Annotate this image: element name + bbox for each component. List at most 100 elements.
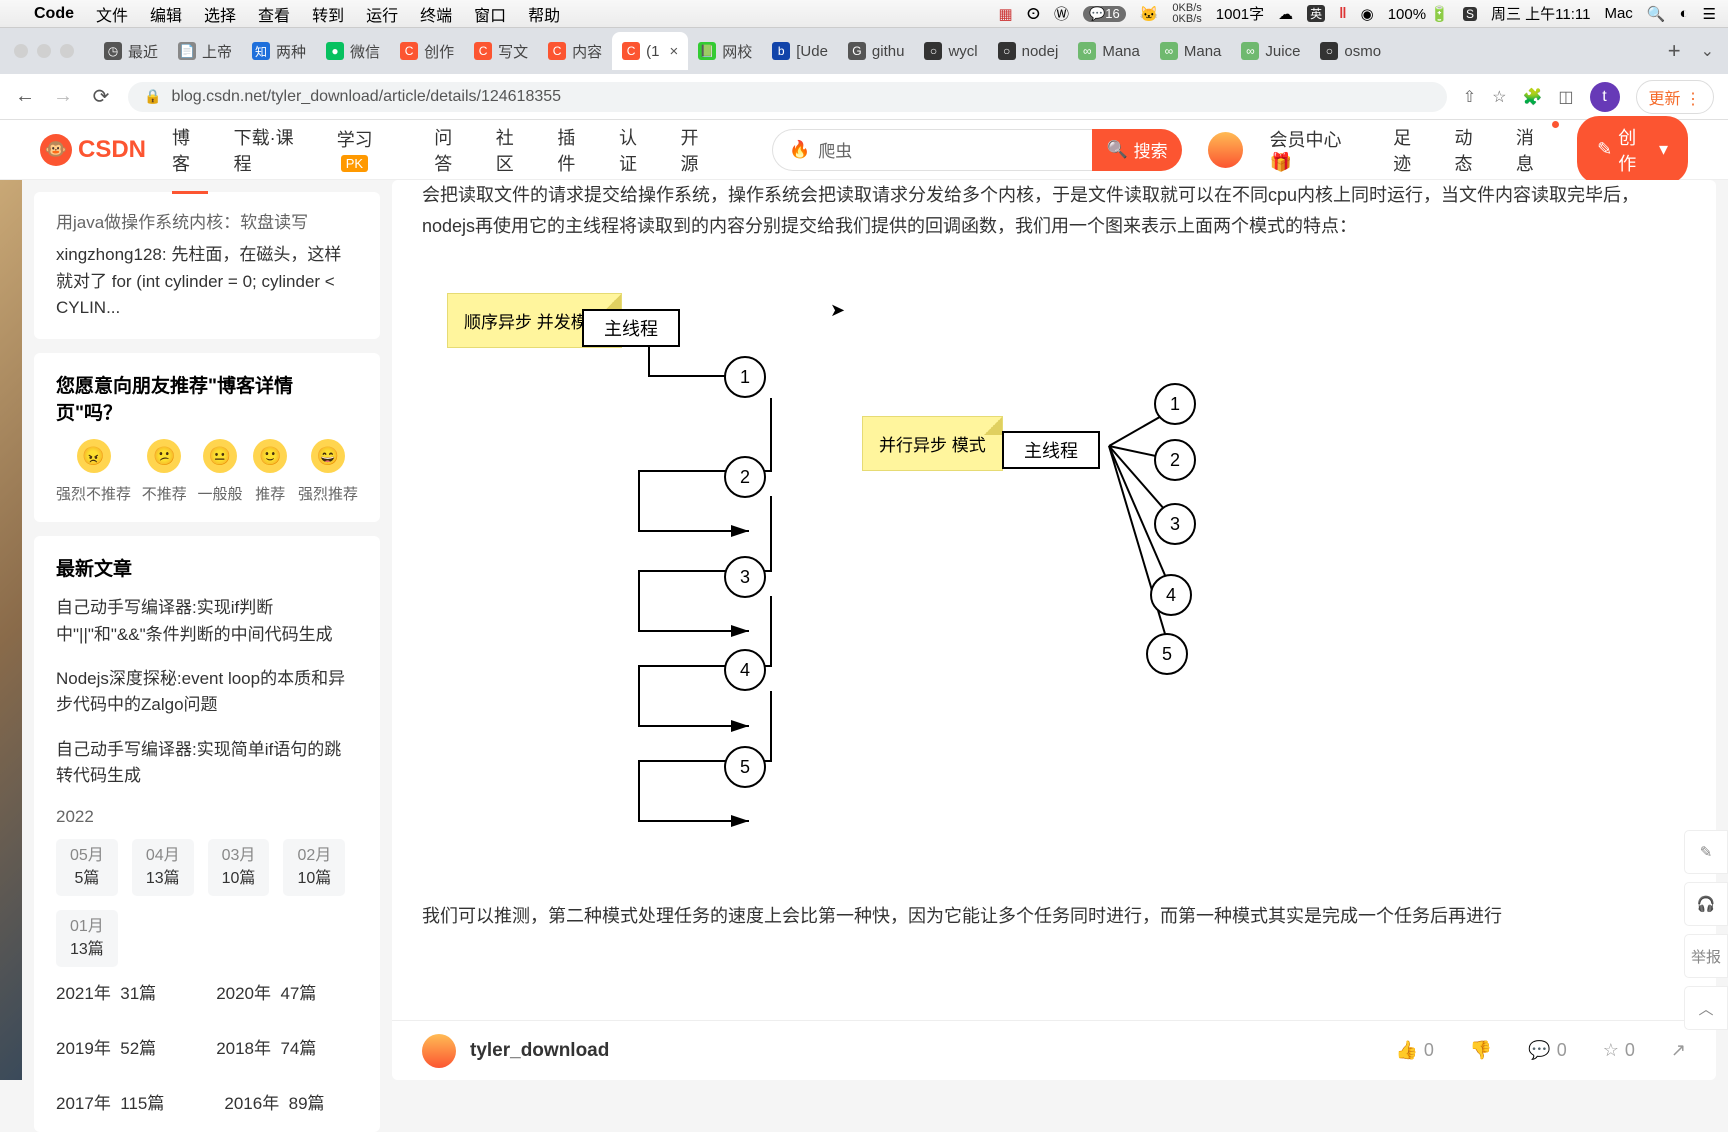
browser-tab[interactable]: ●微信	[316, 32, 390, 70]
wifi-icon[interactable]: ◉	[1361, 5, 1374, 23]
nav-blog[interactable]: 博客	[172, 124, 208, 176]
archive-year[interactable]: 2022	[56, 807, 358, 827]
input-count[interactable]: 1001字	[1216, 3, 1264, 24]
bookmark-icon[interactable]: ☆	[1492, 87, 1506, 107]
extensions-icon[interactable]: 🧩	[1522, 87, 1542, 107]
browser-tab[interactable]: C创作	[390, 32, 464, 70]
archive-year-item[interactable]: 2017年 115篇	[56, 1089, 164, 1114]
browser-tab[interactable]: C(1×	[612, 32, 688, 70]
headset-float-button[interactable]: 🎧	[1684, 882, 1728, 926]
archive-year-item[interactable]: 2016年 89篇	[224, 1089, 324, 1114]
browser-tab[interactable]: 📗网校	[688, 32, 762, 70]
browser-tab[interactable]: ○nodej	[988, 32, 1069, 70]
profile-avatar[interactable]: t	[1590, 82, 1620, 112]
app-name[interactable]: Code	[34, 5, 74, 23]
archive-year-item[interactable]: 2019年 52篇	[56, 1034, 156, 1059]
nav-cert[interactable]: 认证	[619, 124, 655, 176]
reload-button[interactable]: ⟳	[90, 86, 112, 108]
statusbar-icon[interactable]: 🐱	[1140, 5, 1159, 23]
menu-help[interactable]: 帮助	[528, 2, 560, 26]
window-controls[interactable]	[14, 44, 74, 58]
browser-tab[interactable]: ○osmo	[1310, 32, 1391, 70]
browser-tab[interactable]: 知两种	[242, 32, 316, 70]
edit-float-button[interactable]: ✎	[1684, 830, 1728, 874]
browser-tab[interactable]: ○wycl	[914, 32, 987, 70]
battery[interactable]: 100% 🔋	[1388, 5, 1449, 23]
csdn-logo[interactable]: 🐵CSDN	[40, 134, 146, 166]
recommend-option[interactable]: 😕不推荐	[142, 439, 187, 504]
dynamic[interactable]: 动态	[1454, 124, 1489, 176]
menu-view[interactable]: 查看	[258, 2, 290, 26]
share-icon[interactable]: ⇧	[1463, 87, 1476, 107]
report-float-button[interactable]: 举报	[1684, 934, 1728, 978]
menu-edit[interactable]: 编辑	[150, 2, 182, 26]
tabs-overflow-icon[interactable]: ⌄	[1701, 41, 1714, 61]
menu-run[interactable]: 运行	[366, 2, 398, 26]
browser-tab[interactable]: C写文	[464, 32, 538, 70]
search-input[interactable]: 🔥 爬虫	[772, 129, 1092, 171]
archive-year-item[interactable]: 2021年 31篇	[56, 979, 156, 1004]
dislike-button[interactable]: 👎	[1470, 1040, 1492, 1061]
browser-tab[interactable]: ∞Mana	[1068, 32, 1150, 70]
nav-qa[interactable]: 问答	[434, 124, 470, 176]
statusbar-icon[interactable]: S	[1463, 7, 1477, 21]
footprint[interactable]: 足迹	[1393, 124, 1428, 176]
browser-tab[interactable]: ∞Juice	[1231, 32, 1310, 70]
browser-tab[interactable]: b[Ude	[762, 32, 838, 70]
search-button[interactable]: 🔍 搜索	[1092, 129, 1182, 171]
recommend-option[interactable]: 🙂推荐	[253, 439, 287, 504]
comment-button[interactable]: 💬0	[1528, 1040, 1566, 1061]
menu-file[interactable]: 文件	[96, 2, 128, 26]
statusbar-icon[interactable]: ☁	[1278, 5, 1293, 23]
recommend-option[interactable]: 😄强烈推荐	[298, 439, 358, 504]
latest-article-link[interactable]: 自己动手写编译器:实现简单if语句的跳转代码生成	[56, 737, 358, 790]
menu-terminal[interactable]: 终端	[420, 2, 452, 26]
messages[interactable]: 消息	[1516, 124, 1551, 176]
menu-window[interactable]: 窗口	[474, 2, 506, 26]
nav-download[interactable]: 下载·课程	[234, 124, 311, 176]
browser-tab[interactable]: 📄上帝	[168, 32, 242, 70]
forward-button[interactable]: →	[52, 86, 74, 108]
archive-month[interactable]: 02月10篇	[283, 839, 345, 896]
author-avatar[interactable]	[422, 1034, 456, 1068]
statusbar-icon[interactable]: ‖	[1339, 5, 1346, 22]
nav-plugin[interactable]: 插件	[557, 124, 593, 176]
latest-article-link[interactable]: 自己动手写编译器:实现if判断中"||"和"&&"条件判断的中间代码生成	[56, 595, 358, 648]
statusbar-icon[interactable]: ⵙ	[1027, 5, 1040, 23]
statusbar-icon[interactable]: ▦	[999, 5, 1013, 23]
archive-month[interactable]: 03月10篇	[208, 839, 270, 896]
browser-tab[interactable]: Ggithu	[838, 32, 915, 70]
address-field[interactable]: 🔒 blog.csdn.net/tyler_download/article/d…	[128, 82, 1447, 112]
menu-select[interactable]: 选择	[204, 2, 236, 26]
browser-tab[interactable]: ◷最近	[94, 32, 168, 70]
member-center[interactable]: 会员中心 🎁	[1269, 126, 1367, 173]
statusbar-icon[interactable]: Ⓦ	[1054, 3, 1069, 24]
like-button[interactable]: 👍0	[1395, 1040, 1433, 1061]
share-button[interactable]: ↗	[1671, 1040, 1686, 1061]
nav-community[interactable]: 社区	[496, 124, 532, 176]
recent-comment-card[interactable]: 用java做操作系统内核：软盘读写 xingzhong128: 先柱面，在磁头，…	[34, 192, 380, 339]
new-tab-button[interactable]: +	[1658, 38, 1691, 64]
wechat-icon[interactable]: 💬 16	[1083, 6, 1126, 22]
browser-tab[interactable]: ∞Mana	[1150, 32, 1232, 70]
archive-year-item[interactable]: 2018年 74篇	[216, 1034, 316, 1059]
close-tab-icon[interactable]: ×	[669, 43, 678, 60]
latest-article-link[interactable]: Nodejs深度探秘:event loop的本质和异步代码中的Zalgo问题	[56, 666, 358, 719]
back-button[interactable]: ←	[14, 86, 36, 108]
archive-month[interactable]: 05月5篇	[56, 839, 118, 896]
nav-opensource[interactable]: 开源	[681, 124, 717, 176]
mac-label[interactable]: Mac	[1604, 5, 1632, 22]
create-button[interactable]: ✎ 创作 ▾	[1577, 116, 1688, 184]
update-button[interactable]: 更新 ⋮	[1636, 80, 1714, 114]
statusbar-icon[interactable]: ◐	[1679, 5, 1688, 22]
browser-tab[interactable]: C内容	[538, 32, 612, 70]
scroll-top-button[interactable]: ︿	[1684, 986, 1728, 1030]
statusbar-icon[interactable]: 英	[1307, 5, 1325, 22]
menu-goto[interactable]: 转到	[312, 2, 344, 26]
menu-icon[interactable]: ☰	[1703, 5, 1716, 23]
favorite-button[interactable]: ☆0	[1603, 1040, 1635, 1061]
spotlight-icon[interactable]: 🔍	[1647, 5, 1666, 23]
archive-month[interactable]: 04月13篇	[132, 839, 194, 896]
archive-year-item[interactable]: 2020年 47篇	[216, 979, 316, 1004]
recommend-option[interactable]: 😠强烈不推荐	[56, 439, 131, 504]
